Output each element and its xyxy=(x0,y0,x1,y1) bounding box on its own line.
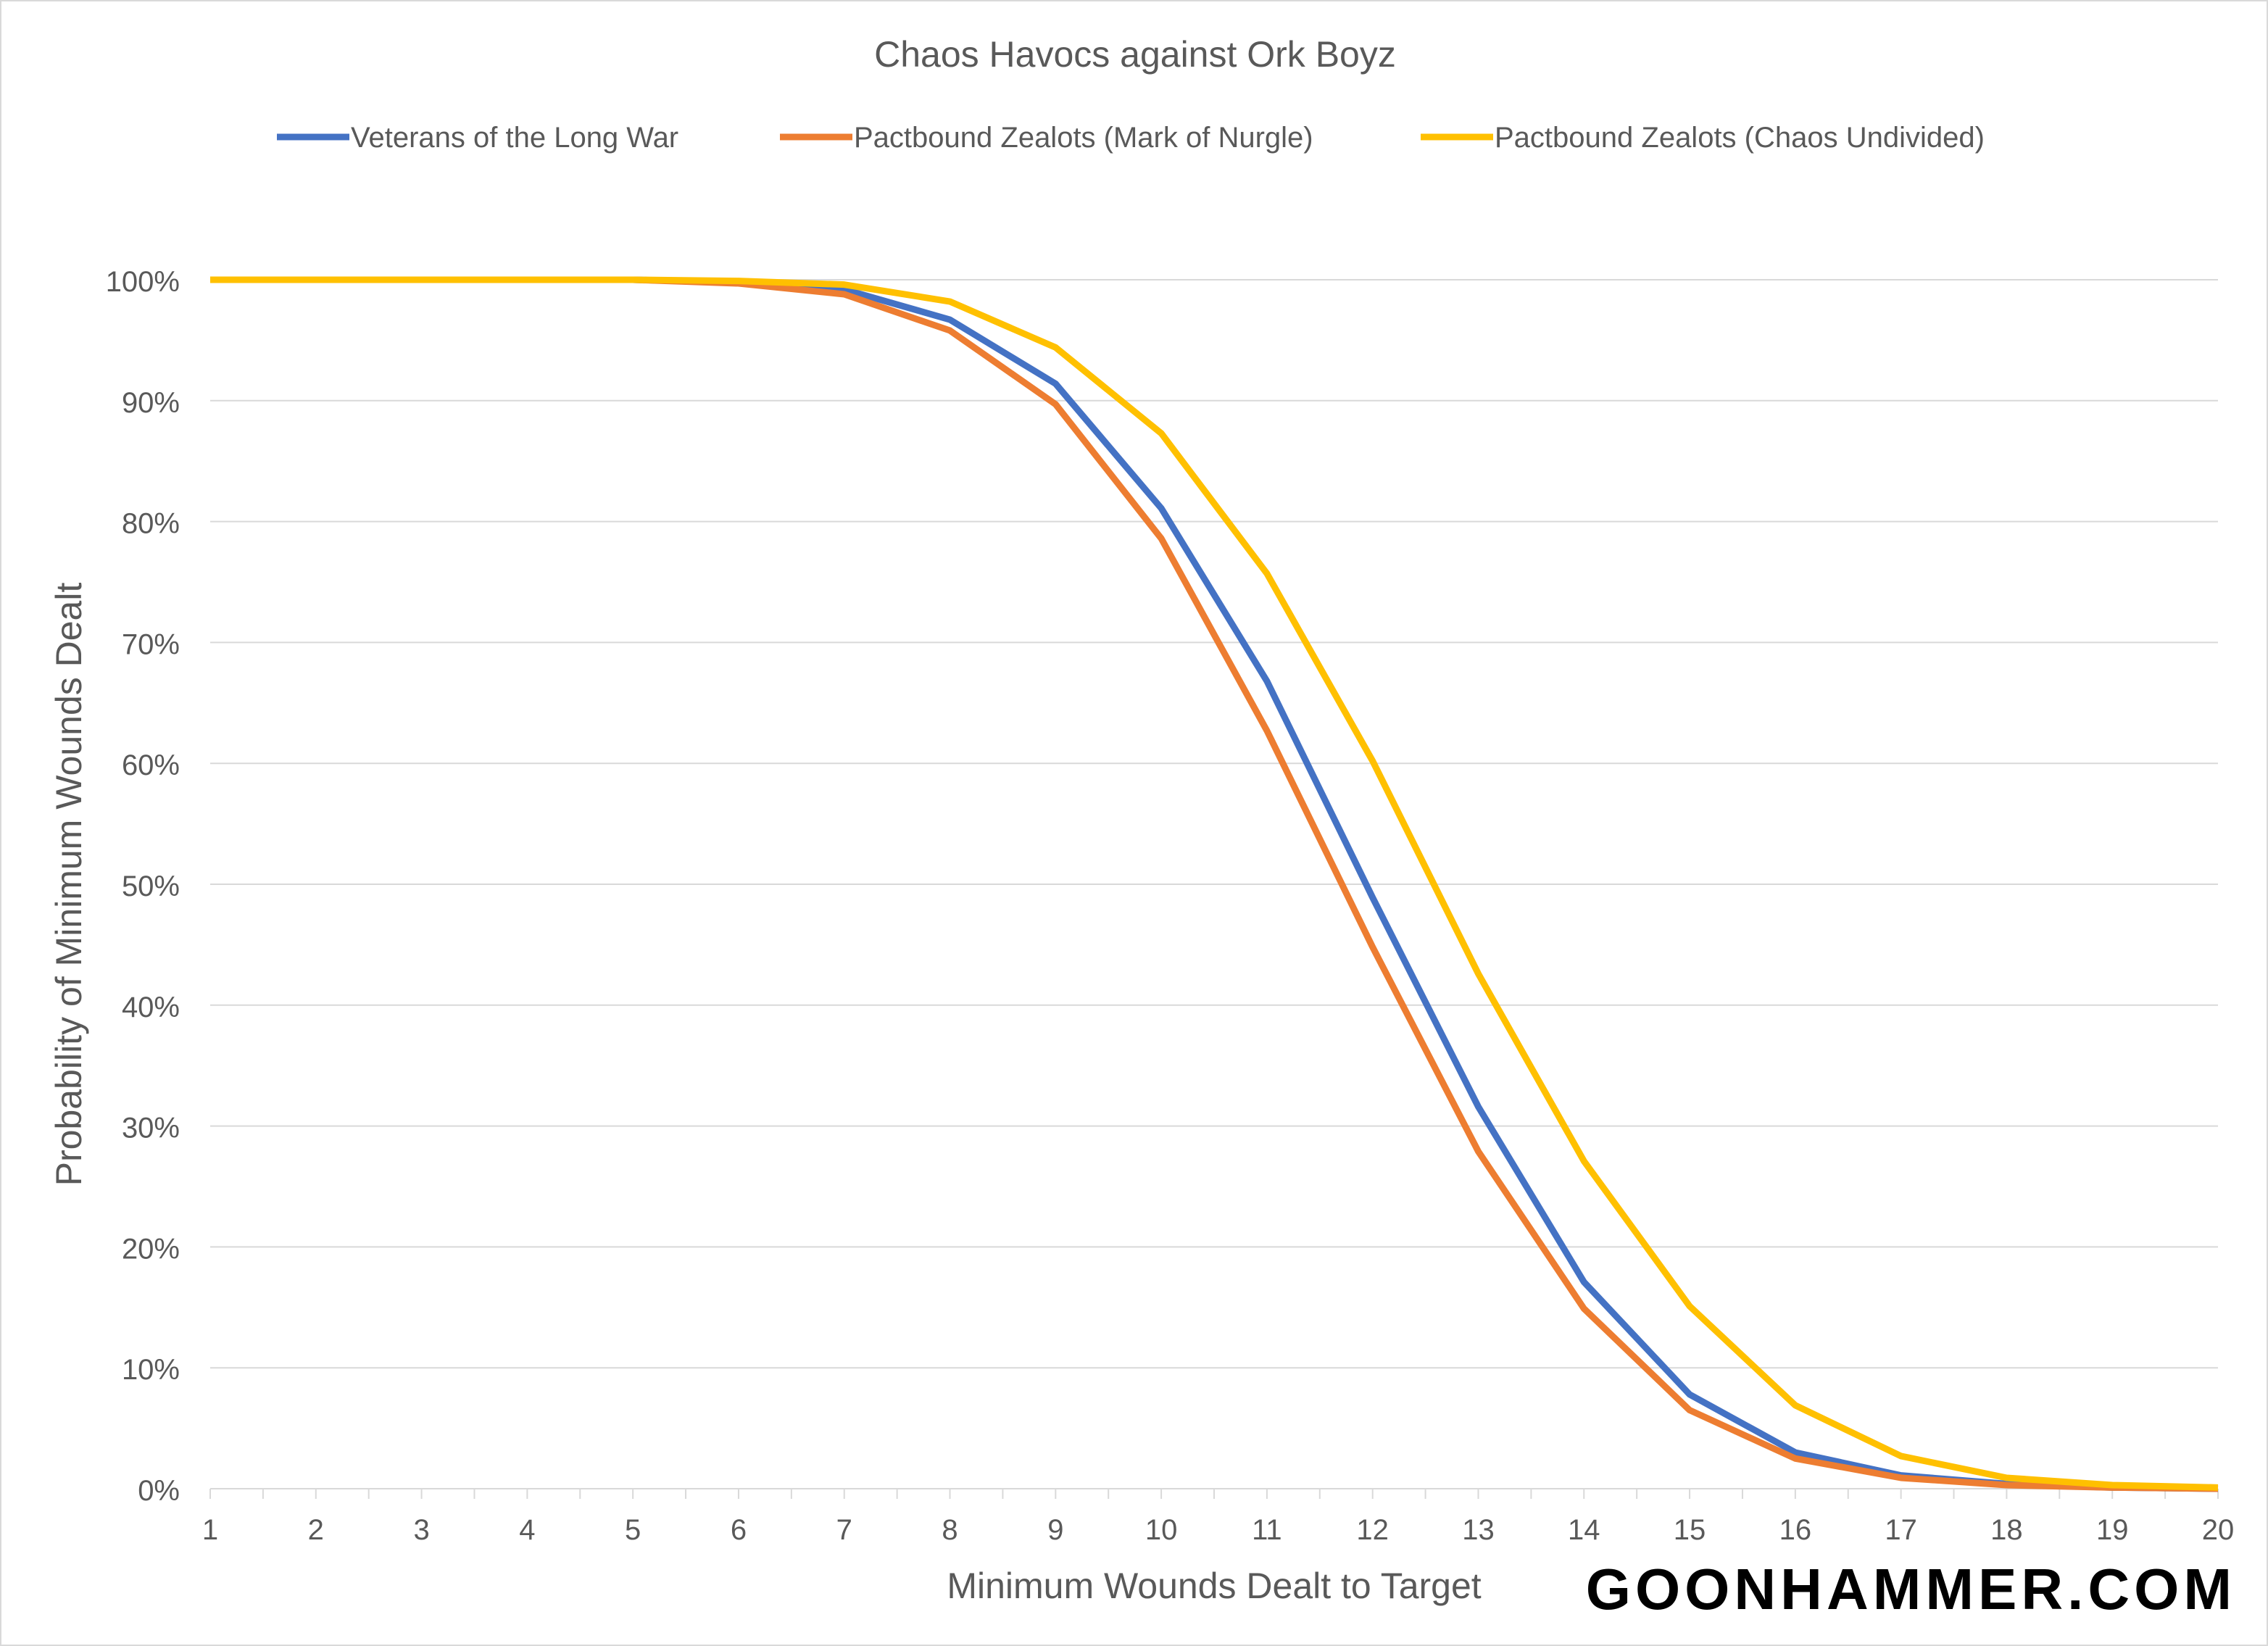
x-tick-label: 11 xyxy=(1252,1514,1282,1546)
legend-label: Pactbound Zealots (Mark of Nurgle) xyxy=(854,122,1313,154)
y-axis-title: Probability of Minimum Wounds Dealt xyxy=(49,583,89,1186)
series-line-pactbound-zealots-chaos-undivided- xyxy=(210,276,2219,1491)
y-tick-label: 70% xyxy=(122,628,180,660)
legend-item: Pactbound Zealots (Chaos Undivided) xyxy=(1421,122,1985,154)
x-tick-label: 7 xyxy=(836,1514,852,1546)
x-axis-title: Minimum Wounds Dealt to Target xyxy=(947,1566,1481,1606)
x-tick-label: 15 xyxy=(1674,1514,1706,1546)
x-tick-label: 2 xyxy=(308,1514,324,1546)
y-tick-label: 50% xyxy=(122,870,180,902)
legend: Veterans of the Long War Pactbound Zealot… xyxy=(277,122,1985,154)
legend-label: Pactbound Zealots (Chaos Undivided) xyxy=(1495,122,1985,154)
legend-item: Veterans of the Long War xyxy=(277,122,678,154)
y-tick-label: 100% xyxy=(106,266,180,298)
y-tick-label: 0% xyxy=(138,1475,180,1507)
x-tick-labels: 1 2 3 4 5 6 7 8 9 10 11 12 13 14 15 16 17 18 19 20 xyxy=(202,1514,2234,1546)
x-tick-label: 3 xyxy=(413,1514,429,1546)
x-tick-label: 8 xyxy=(942,1514,958,1546)
x-tick-label: 20 xyxy=(2202,1514,2235,1546)
x-tick-label: 13 xyxy=(1462,1514,1495,1546)
x-tick-label: 14 xyxy=(1568,1514,1600,1546)
x-tick-label: 4 xyxy=(519,1514,535,1546)
x-tick-label: 18 xyxy=(1990,1514,2023,1546)
y-tick-label: 80% xyxy=(122,508,180,540)
x-tick-label: 10 xyxy=(1145,1514,1178,1546)
legend-label: Veterans of the Long War xyxy=(351,122,678,154)
x-tick-label: 1 xyxy=(202,1514,218,1546)
y-tick-label: 30% xyxy=(122,1113,180,1144)
goonhammer-watermark: GOONHAMMER.COM xyxy=(1586,1557,2236,1621)
y-tick-label: 60% xyxy=(122,749,180,781)
x-tick-label: 12 xyxy=(1356,1514,1389,1546)
y-tick-label: 10% xyxy=(122,1354,180,1386)
series-lines xyxy=(210,276,2219,1492)
x-tick-label: 5 xyxy=(625,1514,641,1546)
y-tick-label: 90% xyxy=(122,387,180,419)
x-tick-label: 6 xyxy=(731,1514,747,1546)
y-tick-label: 20% xyxy=(122,1233,180,1265)
y-tick-labels: 0% 10% 20% 30% 40% 50% 60% 70% 80% 90% 100% xyxy=(106,266,180,1507)
x-tick-label: 19 xyxy=(2096,1514,2129,1546)
x-tick-label: 17 xyxy=(1885,1514,1917,1546)
x-tick-label: 9 xyxy=(1047,1514,1063,1546)
legend-item: Pactbound Zealots (Mark of Nurgle) xyxy=(780,122,1313,154)
y-tick-label: 40% xyxy=(122,992,180,1023)
chart-title: Chaos Havocs against Ork Boyz xyxy=(874,34,1396,75)
x-tick-label: 16 xyxy=(1779,1514,1812,1546)
